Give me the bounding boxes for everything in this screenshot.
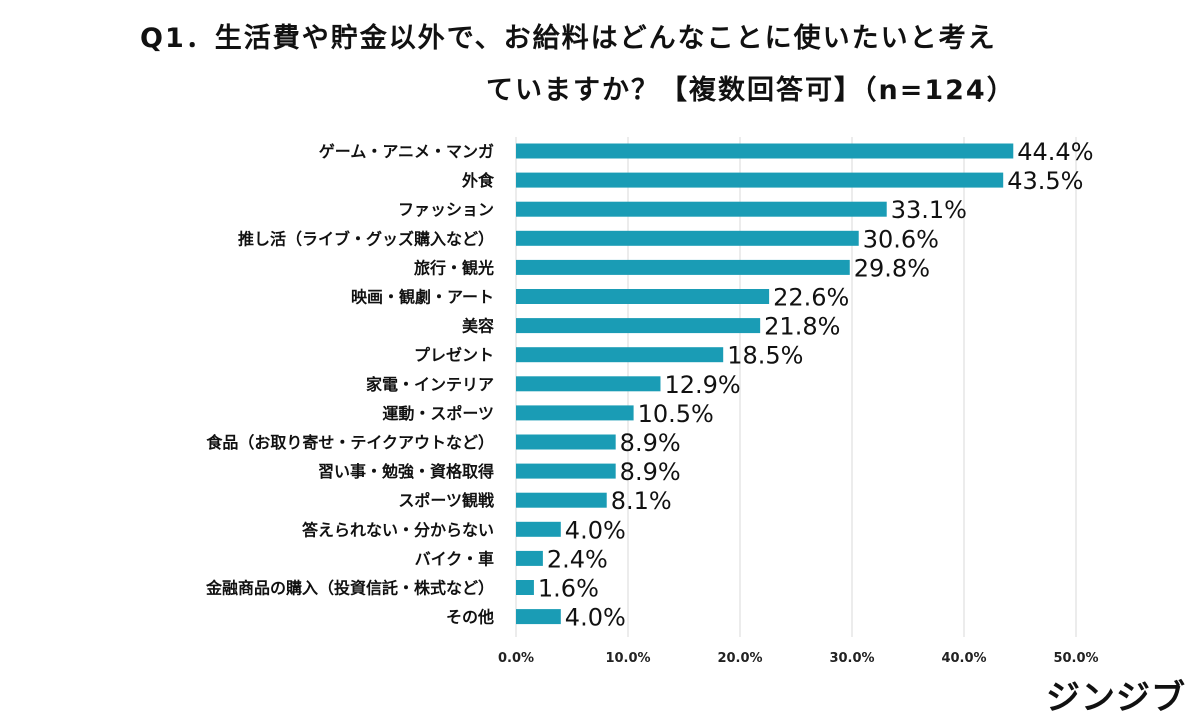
bar [516, 347, 724, 363]
bar [516, 376, 661, 392]
data-label: 22.6% [773, 284, 849, 312]
category-label: 運動・スポーツ [382, 404, 494, 423]
chart-title-line2: ていますか？【複数回答可】（n=124） [486, 75, 1016, 106]
x-tick-label: 30.0% [829, 651, 874, 666]
category-label: その他 [446, 608, 494, 627]
category-label: ゲーム・アニメ・マンガ [319, 142, 494, 161]
data-label: 8.1% [611, 487, 672, 515]
category-label: 金融商品の購入（投資信託・株式など） [205, 579, 494, 598]
x-tick-label: 10.0% [605, 651, 650, 666]
data-label: 44.4% [1017, 138, 1093, 166]
data-label: 18.5% [727, 342, 803, 370]
category-label: 答えられない・分からない [302, 520, 494, 539]
bar [516, 230, 859, 246]
bar [516, 318, 761, 334]
data-label: 4.0% [565, 604, 626, 632]
data-label: 29.8% [854, 254, 930, 282]
data-label: 33.1% [891, 196, 967, 224]
x-tick-label: 0.0% [498, 651, 534, 666]
category-label: ファッション [398, 200, 494, 219]
x-tick-label: 20.0% [717, 651, 762, 666]
bar [516, 259, 850, 275]
x-tick-label: 40.0% [941, 651, 986, 666]
data-label: 43.5% [1007, 167, 1083, 195]
category-label: 習い事・勉強・資格取得 [318, 462, 494, 481]
category-label: 家電・インテリア [366, 375, 494, 394]
category-label: 推し活（ライブ・グッズ購入など） [238, 229, 494, 248]
category-label: 食品（お取り寄せ・テイクアウトなど） [205, 433, 494, 452]
data-label: 10.5% [638, 400, 714, 428]
data-label: 30.6% [863, 225, 939, 253]
data-label: 8.9% [620, 429, 681, 457]
category-label: スポーツ観戦 [398, 491, 495, 510]
category-label: プレゼント [414, 346, 494, 365]
bar [516, 405, 634, 421]
category-label: バイク・車 [415, 549, 494, 568]
category-label: 旅行・観光 [414, 258, 494, 277]
brand-logo-text: ジンジブ [1046, 678, 1186, 718]
data-label: 8.9% [620, 458, 681, 486]
bar [516, 434, 616, 450]
bar [516, 201, 887, 217]
data-label: 2.4% [547, 545, 608, 573]
bar [516, 143, 1014, 159]
bar [516, 521, 561, 537]
bar [516, 463, 616, 479]
category-label: 美容 [462, 317, 494, 336]
bar [516, 289, 770, 304]
category-label: 映画・観劇・アート [351, 288, 494, 307]
category-label: 外食 [461, 171, 495, 190]
bar [516, 172, 1004, 188]
data-label: 12.9% [664, 371, 740, 399]
chart-title-line1: Q1．生活費や貯金以外で、お給料はどんなことに使いたいと考え [140, 23, 997, 54]
x-tick-label: 50.0% [1053, 651, 1098, 666]
bar [516, 492, 607, 508]
bar [516, 550, 543, 566]
bar [516, 580, 534, 595]
data-label: 21.8% [764, 313, 840, 341]
bar [516, 609, 561, 625]
data-label: 1.6% [538, 575, 599, 603]
data-label: 4.0% [565, 516, 626, 544]
